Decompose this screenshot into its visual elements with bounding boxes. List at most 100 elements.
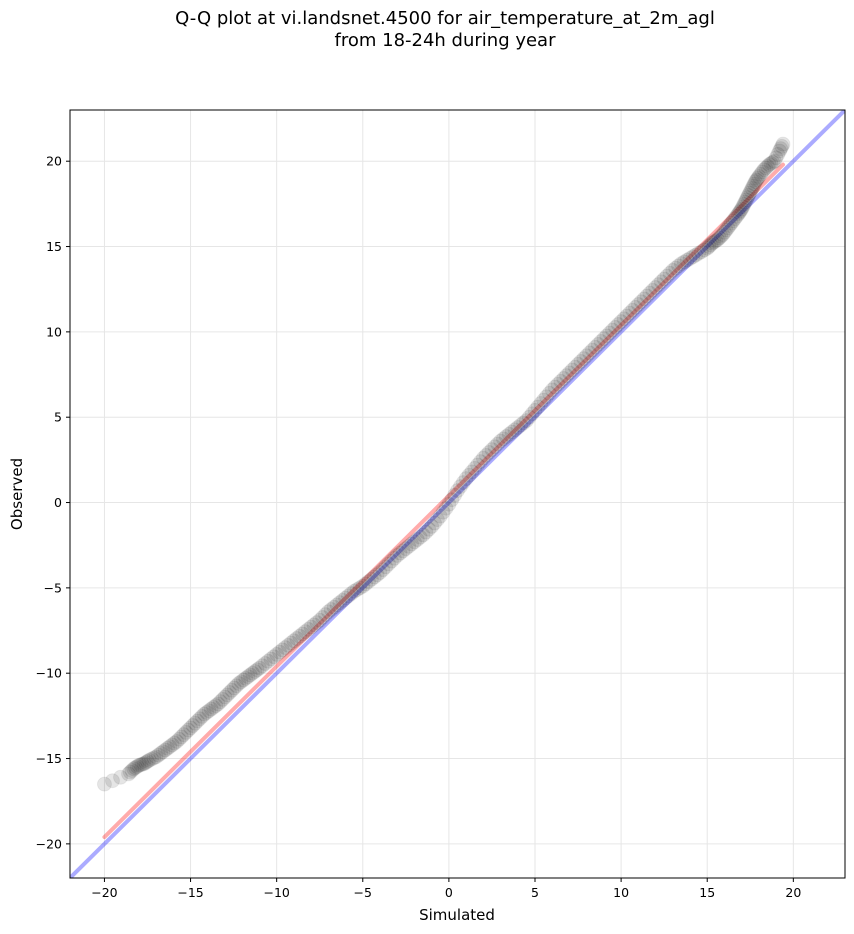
quantile-point — [251, 660, 267, 676]
reference-line — [70, 110, 845, 878]
quantile-point — [289, 630, 305, 646]
quantile-point — [504, 424, 520, 440]
quantile-point — [280, 637, 296, 653]
quantile-point — [735, 199, 751, 215]
quantile-point — [607, 319, 623, 335]
quantile-point — [642, 285, 658, 301]
quantile-point — [533, 396, 549, 412]
fit-line — [102, 162, 785, 840]
quantile-points — [96, 136, 791, 792]
quantile-point — [564, 362, 580, 378]
quantile-point — [206, 699, 222, 715]
quantile-point — [510, 419, 526, 435]
quantile-point — [715, 227, 731, 243]
quantile-point — [602, 325, 618, 341]
quantile-point — [192, 711, 208, 727]
quantile-point — [415, 527, 431, 543]
y-tick-label: −15 — [36, 751, 62, 766]
quantile-point — [772, 143, 788, 159]
quantile-point — [215, 691, 231, 707]
quantile-point — [461, 467, 477, 483]
quantile-point — [395, 543, 411, 559]
quantile-point — [224, 682, 240, 698]
quantile-point — [412, 529, 428, 545]
quantile-point — [753, 166, 769, 182]
quantile-point — [383, 553, 399, 569]
quantile-point — [738, 192, 754, 208]
quantile-point — [226, 680, 242, 696]
quantile-point — [148, 749, 164, 765]
quantile-point — [570, 356, 586, 372]
quantile-point — [381, 556, 397, 572]
quantile-point — [478, 447, 494, 463]
quantile-point — [208, 698, 224, 714]
y-tick-label: 20 — [46, 154, 62, 169]
quantile-point — [352, 580, 368, 596]
quantile-point — [749, 172, 765, 188]
quantile-point — [559, 368, 575, 384]
quantile-point — [679, 252, 695, 268]
quantile-point — [699, 240, 715, 256]
quantile-point — [349, 582, 365, 598]
chart-title: Q-Q plot at vi.landsnet.4500 for air_tem… — [175, 8, 715, 51]
quantile-point — [524, 406, 540, 422]
quantile-point — [199, 704, 215, 720]
quantile-point — [688, 247, 704, 263]
quantile-point — [297, 624, 313, 640]
quantile-point — [171, 731, 187, 747]
quantile-point — [760, 158, 775, 174]
quantile-point — [126, 761, 142, 777]
quantile-point — [173, 729, 189, 745]
quantile-point — [274, 642, 290, 658]
quantile-point — [639, 288, 655, 304]
quantile-point — [121, 766, 137, 782]
quantile-point — [358, 576, 374, 592]
quantile-point — [765, 154, 781, 170]
quantile-point — [283, 635, 299, 651]
quantile-point — [201, 703, 217, 719]
quantile-point — [169, 733, 185, 749]
quantile-point — [495, 431, 511, 447]
quantile-point — [587, 339, 603, 355]
quantile-point — [406, 534, 422, 550]
quantile-point — [346, 583, 362, 599]
quantile-point — [312, 612, 328, 628]
x-tick-label: 15 — [699, 885, 715, 900]
quantile-point — [582, 345, 598, 361]
y-tick-label: 0 — [54, 495, 62, 510]
quantile-point — [736, 196, 752, 212]
quantile-point — [750, 170, 766, 186]
quantile-point — [131, 757, 147, 773]
quantile-point — [507, 422, 523, 438]
quantile-point — [401, 538, 417, 554]
quantile-point — [176, 727, 192, 743]
quantile-point — [731, 204, 747, 220]
quantile-point — [704, 235, 720, 251]
quantile-point — [187, 715, 203, 731]
y-tick-label: −10 — [36, 666, 62, 681]
quantile-point — [723, 215, 739, 231]
quantile-point — [676, 254, 692, 270]
quantile-point — [441, 496, 457, 512]
quantile-point — [754, 164, 770, 180]
quantile-point — [693, 244, 709, 260]
quantile-point — [599, 328, 615, 344]
quantile-point — [742, 185, 758, 201]
x-tick-label: −5 — [354, 885, 372, 900]
quantile-point — [180, 722, 196, 738]
quantile-point — [472, 454, 488, 470]
quantile-point — [616, 311, 632, 327]
quantile-point — [136, 756, 152, 772]
quantile-point — [315, 609, 331, 625]
quantile-point — [389, 547, 405, 563]
quantile-point — [768, 150, 784, 166]
quantile-point — [292, 628, 308, 644]
quantile-point — [584, 342, 600, 358]
quantile-point — [392, 545, 408, 561]
quantile-point — [538, 389, 554, 405]
x-tick-label: −15 — [177, 885, 203, 900]
quantile-point — [343, 586, 359, 602]
y-tick-label: −20 — [36, 836, 62, 851]
quantile-point — [773, 141, 789, 157]
